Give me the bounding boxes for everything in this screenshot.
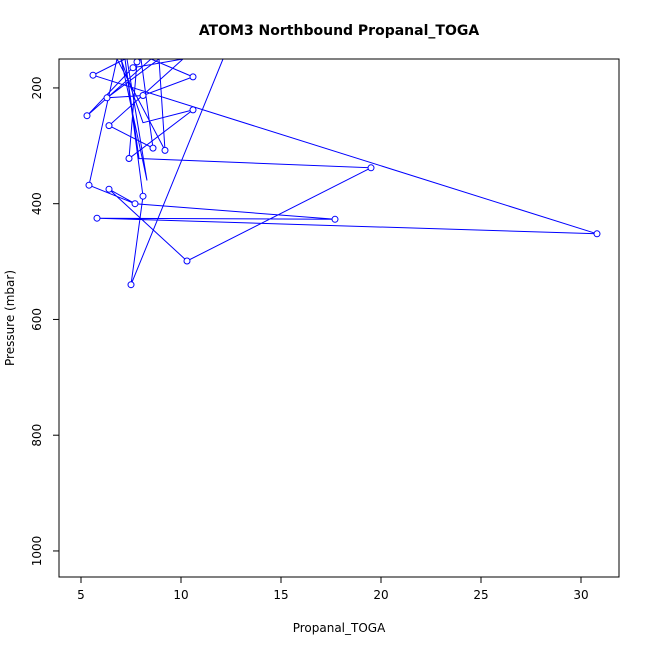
data-point-11 <box>161 146 169 154</box>
data-point-20 <box>593 230 601 238</box>
x-tick-label: 10 <box>173 588 188 602</box>
x-tick-label: 25 <box>473 588 488 602</box>
x-tick-label: 15 <box>273 588 288 602</box>
y-tick-label: 1000 <box>30 536 44 567</box>
data-point-19 <box>331 215 339 223</box>
x-tick-label: 30 <box>573 588 588 602</box>
x-tick-label: 20 <box>373 588 388 602</box>
data-point-15 <box>105 185 113 193</box>
y-tick-label: 400 <box>30 192 44 215</box>
data-point-1 <box>129 64 137 72</box>
data-point-3 <box>89 71 97 79</box>
data-point-22 <box>127 281 135 289</box>
x-tick-label: 5 <box>77 588 85 602</box>
x-axis-label: Propanal_TOGA <box>293 621 386 635</box>
y-tick-label: 800 <box>30 424 44 447</box>
data-point-7 <box>83 112 91 120</box>
series-line <box>86 59 598 285</box>
y-axis: 200 400 600 800 1000 <box>30 76 59 566</box>
y-axis-label: Pressure (mbar) <box>3 270 17 366</box>
data-point-18 <box>93 214 101 222</box>
data-point-9 <box>105 122 113 130</box>
chart-title: ATOM3 Northbound Propanal_TOGA <box>199 23 480 39</box>
data-point-4 <box>189 73 197 81</box>
plot-frame <box>58 58 620 578</box>
data-point-8 <box>189 106 197 114</box>
y-tick-label: 200 <box>30 76 44 99</box>
data-point-17 <box>131 200 139 208</box>
data-point-2 <box>133 59 141 66</box>
data-point-13 <box>367 164 375 172</box>
data-point-10 <box>149 144 157 152</box>
y-tick-label: 600 <box>30 308 44 331</box>
data-point-21 <box>183 257 191 265</box>
data-point-14 <box>85 181 93 189</box>
data-point-5 <box>103 94 111 102</box>
x-axis: 5 10 15 20 25 30 <box>77 577 589 602</box>
data-point-6 <box>139 92 147 99</box>
data-layer <box>83 59 601 289</box>
data-point-16 <box>139 192 147 200</box>
data-point-12 <box>125 155 133 162</box>
